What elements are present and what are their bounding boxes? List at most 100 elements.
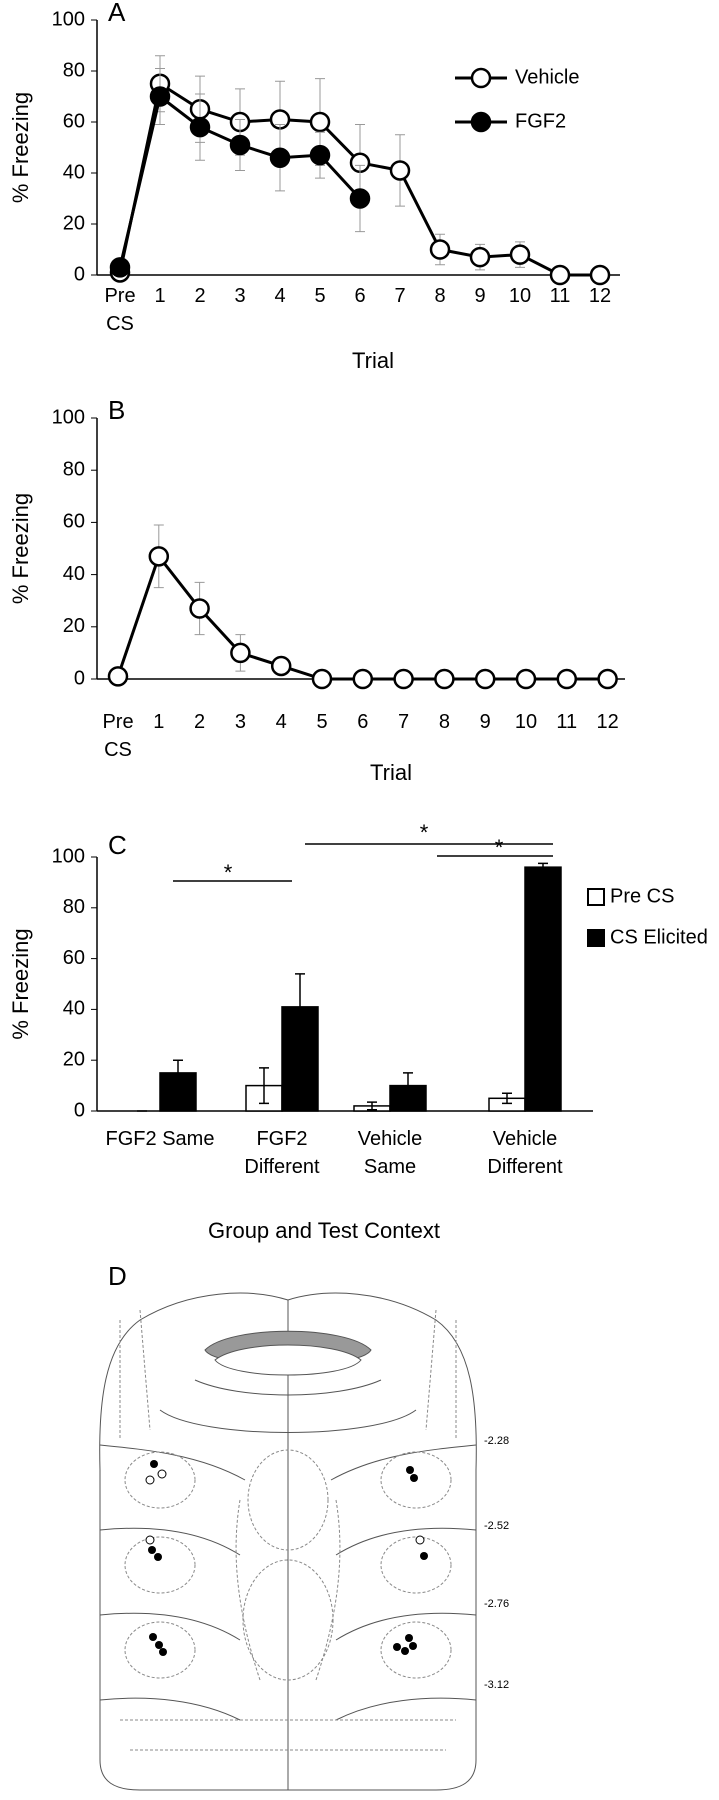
y-axis-title: % Freezing — [8, 92, 33, 203]
x-tick-label: 3 — [234, 285, 246, 307]
error-bar — [538, 862, 548, 872]
error-bar — [403, 1072, 413, 1100]
marker — [352, 668, 374, 690]
marker — [474, 668, 496, 690]
y-tick-label: 80 — [63, 458, 85, 480]
x-tick-label: 7 — [394, 285, 406, 307]
y-tick-label: 0 — [74, 667, 85, 689]
marker — [429, 239, 451, 260]
y-tick-label: 40 — [63, 563, 85, 585]
x-axis-title: Group and Test Context — [208, 1218, 440, 1243]
atlas-level: -3.12 — [484, 1679, 509, 1691]
x-tick-label: 5 — [314, 285, 326, 307]
atlas-level: -2.76 — [484, 1598, 509, 1610]
panel-letter: A — [108, 0, 126, 27]
significance-star: * — [420, 820, 429, 845]
y-tick-label: 20 — [63, 212, 85, 234]
x-tick-label: 6 — [354, 285, 366, 307]
bar — [524, 866, 562, 1112]
marker — [230, 642, 251, 664]
x-tick-label: Vehicle Different — [487, 1128, 563, 1178]
y-tick-label: 80 — [63, 896, 85, 918]
x-tick-label: FGF2 Different — [244, 1128, 320, 1178]
x-tick-label: Pre CS — [102, 711, 134, 761]
x-tick-label: 6 — [357, 711, 369, 733]
error-bar — [502, 1092, 512, 1105]
x-tick-label: 10 — [514, 711, 538, 733]
legend-label: FGF2 — [515, 110, 566, 132]
x-axis-title: Trial — [352, 348, 394, 373]
legend-swatch — [587, 888, 605, 906]
marker — [189, 598, 210, 619]
y-tick-label: 60 — [63, 110, 85, 132]
x-tick-label: 10 — [508, 285, 532, 307]
x-tick-label: 11 — [556, 711, 578, 733]
atlas-level: -2.52 — [484, 1520, 509, 1532]
marker — [109, 257, 131, 278]
y-tick-label: 60 — [63, 511, 85, 533]
x-tick-label: 8 — [434, 285, 446, 307]
legend-label: CS Elicited — [610, 926, 708, 948]
x-tick-label: 9 — [479, 711, 491, 733]
x-tick-label: 11 — [549, 285, 571, 307]
x-tick-label: 1 — [153, 711, 165, 733]
marker — [556, 668, 578, 690]
x-tick-label: 12 — [596, 711, 619, 733]
y-axis-title: % Freezing — [8, 493, 33, 604]
x-tick-label: 8 — [438, 711, 450, 733]
x-tick-label: 12 — [588, 285, 612, 307]
x-tick-label: 1 — [154, 285, 166, 307]
marker — [434, 668, 455, 690]
marker — [589, 264, 611, 286]
x-tick-label: Pre CS — [104, 285, 136, 335]
y-tick-label: 100 — [52, 8, 85, 30]
error-bar — [367, 1101, 377, 1111]
legend-label: Vehicle — [515, 66, 580, 88]
marker — [270, 655, 292, 677]
y-tick-label: 40 — [63, 161, 85, 183]
significance-star: * — [495, 835, 504, 860]
marker — [148, 546, 170, 567]
y-tick-label: 0 — [74, 263, 85, 285]
x-axis-title: Trial — [370, 760, 412, 785]
error-bar — [173, 1059, 183, 1087]
marker — [349, 188, 371, 209]
marker — [107, 666, 129, 687]
legend-marker — [470, 111, 492, 133]
x-tick-label: 4 — [274, 285, 286, 307]
legend-swatch — [587, 929, 605, 947]
panel-letter: B — [108, 395, 125, 425]
marker — [149, 86, 171, 107]
y-tick-label: 20 — [63, 615, 85, 637]
marker — [515, 668, 537, 690]
y-tick-label: 100 — [52, 845, 85, 867]
marker — [309, 111, 331, 133]
marker — [597, 668, 618, 690]
x-tick-label: 9 — [474, 285, 486, 307]
error-bar — [295, 973, 305, 1041]
atlas-level: -2.28 — [484, 1435, 509, 1447]
legend-label: Pre CS — [610, 885, 674, 907]
x-tick-label: 7 — [398, 711, 410, 733]
x-tick-label: 3 — [234, 711, 246, 733]
x-tick-label: 4 — [275, 711, 287, 733]
marker — [189, 116, 211, 138]
marker — [229, 134, 251, 156]
y-tick-label: 20 — [63, 1048, 85, 1070]
error-bar — [259, 1067, 269, 1105]
series-line — [116, 553, 608, 681]
panel-letter: D — [108, 1261, 127, 1291]
marker — [393, 668, 414, 690]
panel-letter: C — [108, 830, 127, 860]
marker — [549, 264, 571, 286]
marker — [509, 244, 531, 265]
y-tick-label: 80 — [63, 59, 85, 81]
marker — [311, 668, 333, 690]
y-tick-label: 40 — [63, 998, 85, 1020]
y-tick-label: 60 — [63, 947, 85, 969]
x-tick-label: FGF2 Same — [105, 1128, 215, 1150]
x-tick-label: Vehicle Same — [357, 1128, 423, 1178]
marker — [389, 160, 411, 181]
